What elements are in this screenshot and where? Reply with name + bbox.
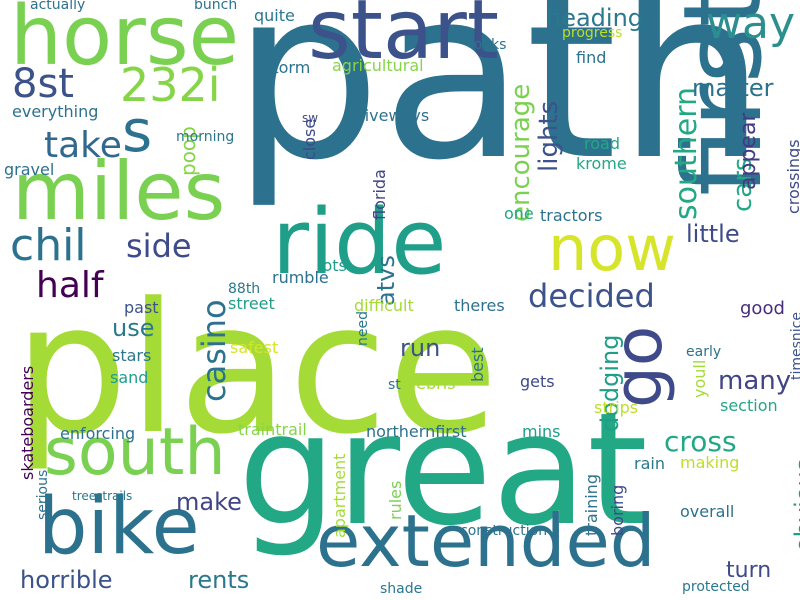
word-8st: 8st <box>12 61 74 107</box>
word-find: find <box>576 48 607 67</box>
word-tractors: tractors <box>540 206 603 225</box>
word-actually: actually <box>30 0 86 13</box>
word-protected: protected <box>682 579 750 595</box>
word-chil: chil <box>10 220 87 271</box>
word-lots: lots <box>318 256 347 275</box>
word-everything: everything <box>12 102 99 121</box>
word-horse: horse <box>10 0 240 84</box>
word-florida: florida <box>370 169 389 220</box>
word-krome: krome <box>576 154 627 173</box>
word-decided: decided <box>528 277 655 315</box>
word-miles: miles <box>12 145 226 238</box>
word-great: great <box>238 379 648 560</box>
word-gravel: gravel <box>4 160 55 179</box>
word-timesnice: timesnice <box>789 312 800 380</box>
word-start: start <box>308 0 499 78</box>
word-safest: safest <box>230 338 279 357</box>
word-storm: storm <box>264 58 311 77</box>
word-treestrails: treestrails <box>72 489 133 503</box>
word-difficult: difficult <box>354 296 414 315</box>
word-training: training <box>582 474 601 536</box>
word-make: make <box>176 488 242 516</box>
word-south: south <box>44 415 226 490</box>
word-need: need <box>355 311 371 346</box>
word-enforcing: enforcing <box>60 424 136 443</box>
word-horrible: horrible <box>20 566 113 594</box>
word-half: half <box>36 265 104 306</box>
word-northernfirst: northernfirst <box>366 422 467 441</box>
word-s: s <box>122 97 153 165</box>
word-making: making <box>680 453 740 472</box>
word-good: good <box>740 298 785 319</box>
word-run: run <box>400 334 441 362</box>
word-matter: matter <box>692 74 774 102</box>
word-232i: 232i <box>120 58 221 112</box>
word-far: far <box>268 38 291 57</box>
word-now: now <box>548 212 676 285</box>
word-cross: cross <box>664 425 737 458</box>
word-appear: appear <box>736 112 761 190</box>
word-gets: gets <box>520 372 555 391</box>
word-shade: shade <box>380 581 423 597</box>
word-turn: turn <box>726 558 772 583</box>
word-rumble: rumble <box>272 268 329 287</box>
word-looks: looks <box>470 37 507 53</box>
word-debris: debris <box>406 374 456 393</box>
word-one: one <box>504 204 534 223</box>
word-serious: serious <box>35 469 51 520</box>
word-best: best <box>468 347 487 382</box>
word-88th: 88th <box>228 281 261 297</box>
word-theres: theres <box>454 296 505 315</box>
word-bike: bike <box>38 482 200 572</box>
word-obvious: obvious <box>790 458 800 552</box>
word-little: little <box>686 220 740 248</box>
word-road: road <box>584 134 620 153</box>
word-heading: heading <box>546 4 644 32</box>
word-street: street <box>228 294 275 313</box>
word-southern: southern <box>669 86 704 220</box>
word-extended: extended <box>316 499 656 583</box>
word-rules: rules <box>386 480 405 520</box>
word-path: path <box>232 0 767 212</box>
word-casino: casino <box>195 299 233 402</box>
word-past: past <box>124 298 159 317</box>
word-side: side <box>126 227 192 265</box>
word-many: many <box>718 366 792 396</box>
word-progress: progress <box>562 25 623 41</box>
word-driveways: driveways <box>348 106 430 125</box>
word-overall: overall <box>680 502 735 521</box>
word-skateboarders: skateboarders <box>18 365 37 480</box>
word-boring: boring <box>608 484 627 536</box>
word-early: early <box>686 344 722 360</box>
word-strips: strips <box>594 398 639 417</box>
word-use: use <box>112 314 155 342</box>
word-section: section <box>720 396 778 415</box>
word-rain: rain <box>634 454 665 473</box>
word-sand: sand <box>110 368 149 387</box>
word-rents: rents <box>188 566 250 594</box>
word-bunch: bunch <box>194 0 238 13</box>
word-morning: morning <box>176 129 235 145</box>
word-way: way <box>706 0 795 49</box>
word-ride: ride <box>272 190 447 295</box>
word-sw: sw <box>302 111 319 125</box>
word-stars: stars <box>112 346 152 365</box>
word-agricultural: agricultural <box>332 56 424 75</box>
word-traintrail: traintrail <box>238 420 307 439</box>
word-lights: lights <box>534 100 564 172</box>
word-take: take <box>44 125 122 166</box>
word-st: st <box>388 377 401 393</box>
word-apartment: apartment <box>330 453 349 538</box>
word-crossings: crossings <box>784 139 800 214</box>
word-place: place <box>14 265 499 474</box>
word-quite: quite <box>254 6 295 25</box>
word-encourage: encourage <box>506 83 536 222</box>
word-youll: youll <box>690 359 709 398</box>
word-mins: mins <box>522 422 561 441</box>
word-construction: construction <box>460 523 548 539</box>
word-dodging: dodging <box>596 334 624 433</box>
